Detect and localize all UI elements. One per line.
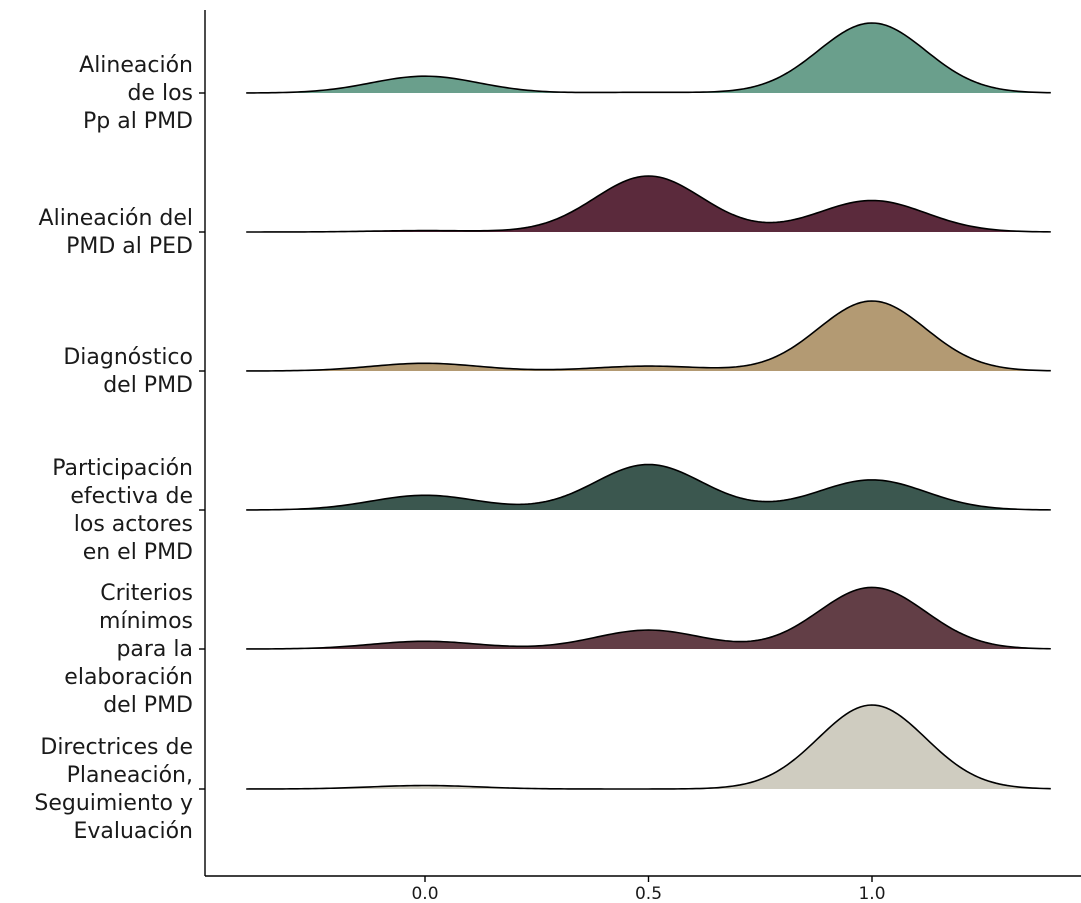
category-label-line: los actores [74, 512, 193, 537]
category-label-line: efectiva de [70, 484, 193, 509]
category-label-4: Criterios mínimos para la elaboración del PM… [64, 581, 193, 718]
x-axis-ticks: 0.0 0.5 1.0 [411, 876, 886, 903]
ridge-outline-2 [246, 300, 1051, 372]
category-label-line: Seguimiento y [34, 791, 193, 816]
category-label-line: Alineación [79, 53, 193, 78]
category-label-line: Directrices de [40, 735, 193, 760]
ridge-fill-5 [246, 705, 1051, 789]
category-label-2: Diagnóstico del PMD [63, 345, 193, 398]
category-label-line: Planeación, [67, 763, 193, 788]
ridge-fill-0 [246, 23, 1051, 93]
category-label-3: Participación efectiva de los actores en el… [52, 456, 193, 565]
category-label-line: en el PMD [83, 540, 193, 565]
ridge-fill-1 [246, 175, 1051, 232]
category-labels: Alineación de los Pp al PMD Alineación del P… [34, 53, 193, 844]
category-label-line: Alineación del [39, 206, 193, 231]
category-label-line: elaboración [64, 665, 193, 690]
category-label-line: PMD al PED [66, 234, 193, 259]
category-label-line: del PMD [103, 693, 193, 718]
ridge-fill-4 [246, 587, 1051, 649]
category-label-line: Pp al PMD [83, 109, 193, 134]
x-tick-label-1: 0.5 [635, 884, 662, 903]
category-label-line: Evaluación [73, 819, 193, 844]
category-label-line: para la [116, 637, 193, 662]
ridge-outline-0 [246, 22, 1051, 94]
ridge-outline-4 [246, 586, 1051, 650]
ridges-group [246, 22, 1051, 790]
category-label-line: de los [127, 81, 193, 106]
category-label-line: Participación [52, 456, 193, 481]
ridge-outline-1 [246, 175, 1051, 233]
category-label-line: mínimos [99, 609, 193, 634]
category-label-0: Alineación de los Pp al PMD [79, 53, 193, 134]
x-tick-label-0: 0.0 [411, 884, 438, 903]
category-label-line: Criterios [100, 581, 193, 606]
ridge-outline-3 [246, 463, 1051, 511]
ridge-fill-2 [246, 301, 1051, 371]
ridge-outline-5 [246, 704, 1051, 790]
category-label-line: del PMD [103, 373, 193, 398]
category-label-line: Diagnóstico [63, 345, 193, 370]
y-axis-ticks [199, 92, 205, 790]
category-label-5: Directrices de Planeación, Seguimiento y Ev… [34, 735, 193, 844]
ridge-fill-3 [246, 464, 1051, 510]
x-tick-label-2: 1.0 [858, 884, 885, 903]
category-label-1: Alineación del PMD al PED [39, 206, 193, 259]
